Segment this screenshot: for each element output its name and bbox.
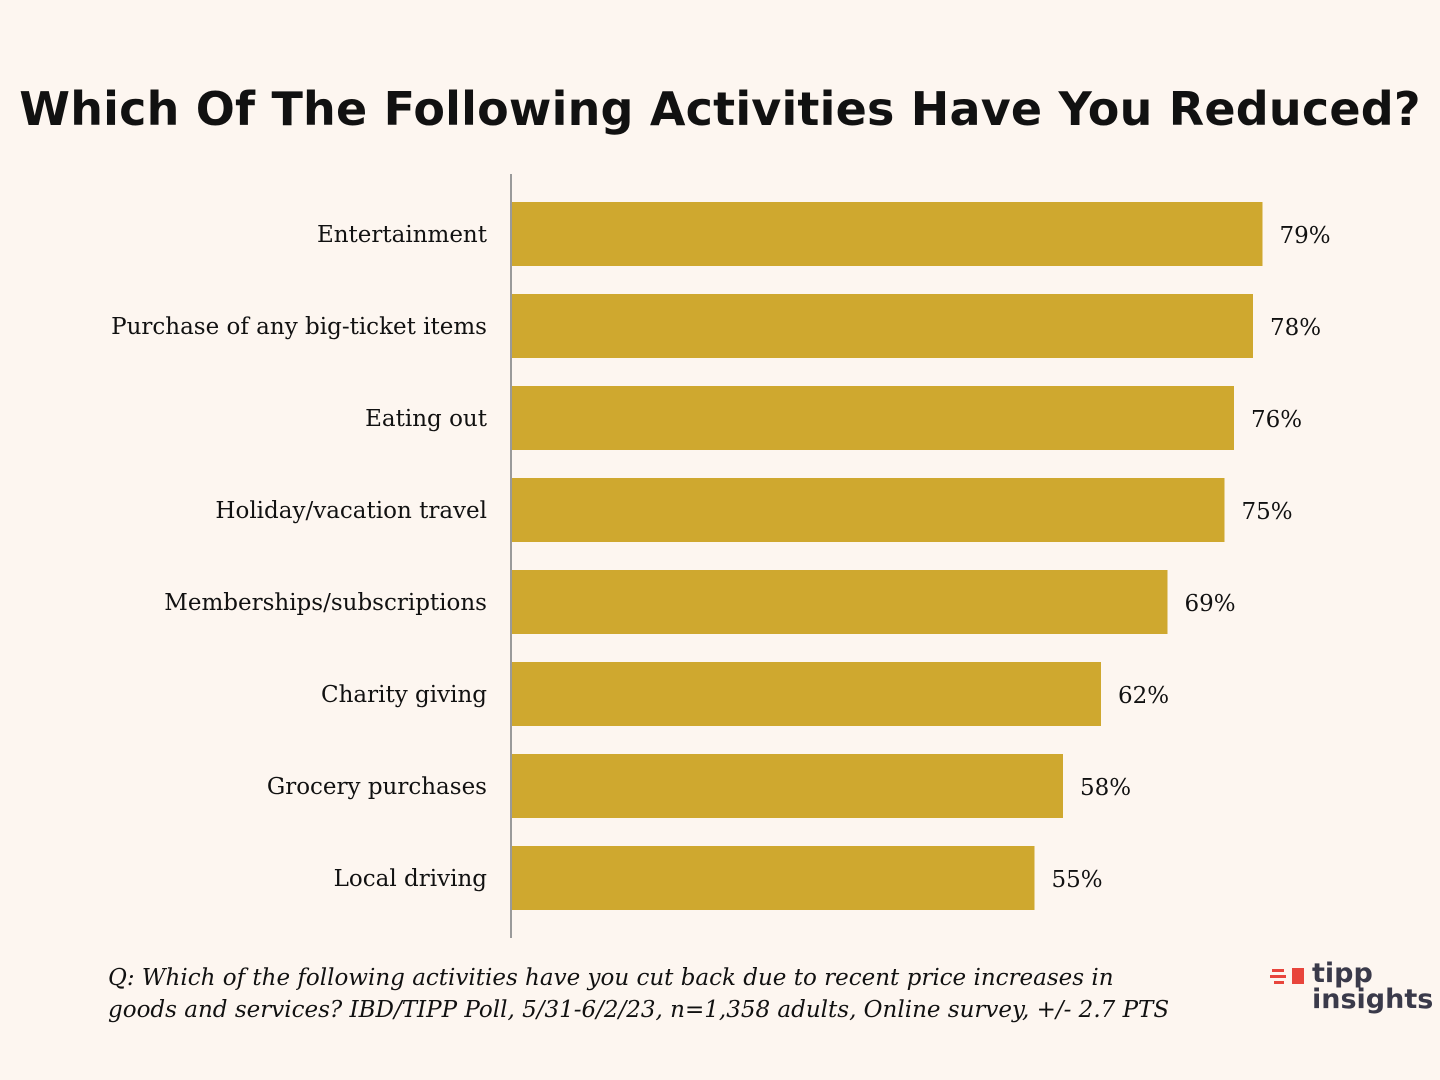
value-label-1: 79%: [1280, 223, 1331, 249]
value-label-2: 78%: [1270, 315, 1321, 341]
value-label-8: 55%: [1052, 867, 1103, 893]
tipp-insights-logo: tipp insights: [1270, 958, 1434, 1022]
category-label-2: Purchase of any big-ticket items: [111, 314, 487, 340]
bar-3: [512, 386, 1234, 450]
value-label-5: 69%: [1185, 591, 1236, 617]
bar-4: [512, 478, 1225, 542]
category-label-4: Holiday/vacation travel: [215, 498, 487, 524]
category-label-6: Charity giving: [321, 682, 487, 708]
value-label-6: 62%: [1118, 683, 1169, 709]
value-label-7: 58%: [1080, 775, 1131, 801]
logo-word-insights: insights: [1312, 984, 1434, 1015]
tipp-insights-logo-icon: [1270, 968, 1304, 984]
bar-7: [512, 754, 1063, 818]
bar-2: [512, 294, 1253, 358]
bar-8: [512, 846, 1035, 910]
category-label-5: Memberships/subscriptions: [164, 590, 487, 616]
category-label-8: Local driving: [334, 866, 488, 892]
value-label-3: 76%: [1251, 407, 1302, 433]
category-label-1: Entertainment: [317, 222, 488, 248]
value-label-4: 75%: [1242, 499, 1293, 525]
category-label-7: Grocery purchases: [267, 774, 487, 800]
footnote: Q: Which of the following activities hav…: [108, 962, 1170, 1026]
bar-1: [512, 202, 1263, 266]
category-label-3: Eating out: [365, 406, 488, 432]
footnote-line-2: goods and services? IBD/TIPP Poll, 5/31-…: [108, 997, 1170, 1023]
logo-word-tipp: tipp: [1312, 958, 1373, 989]
chart-title: Which Of The Following Activities Have Y…: [19, 82, 1421, 136]
bar-5: [512, 570, 1168, 634]
footnote-line-1: Q: Which of the following activities hav…: [108, 965, 1114, 991]
bars-group: Entertainment 79% Purchase of any big-tick…: [111, 202, 1331, 910]
bar-6: [512, 662, 1101, 726]
